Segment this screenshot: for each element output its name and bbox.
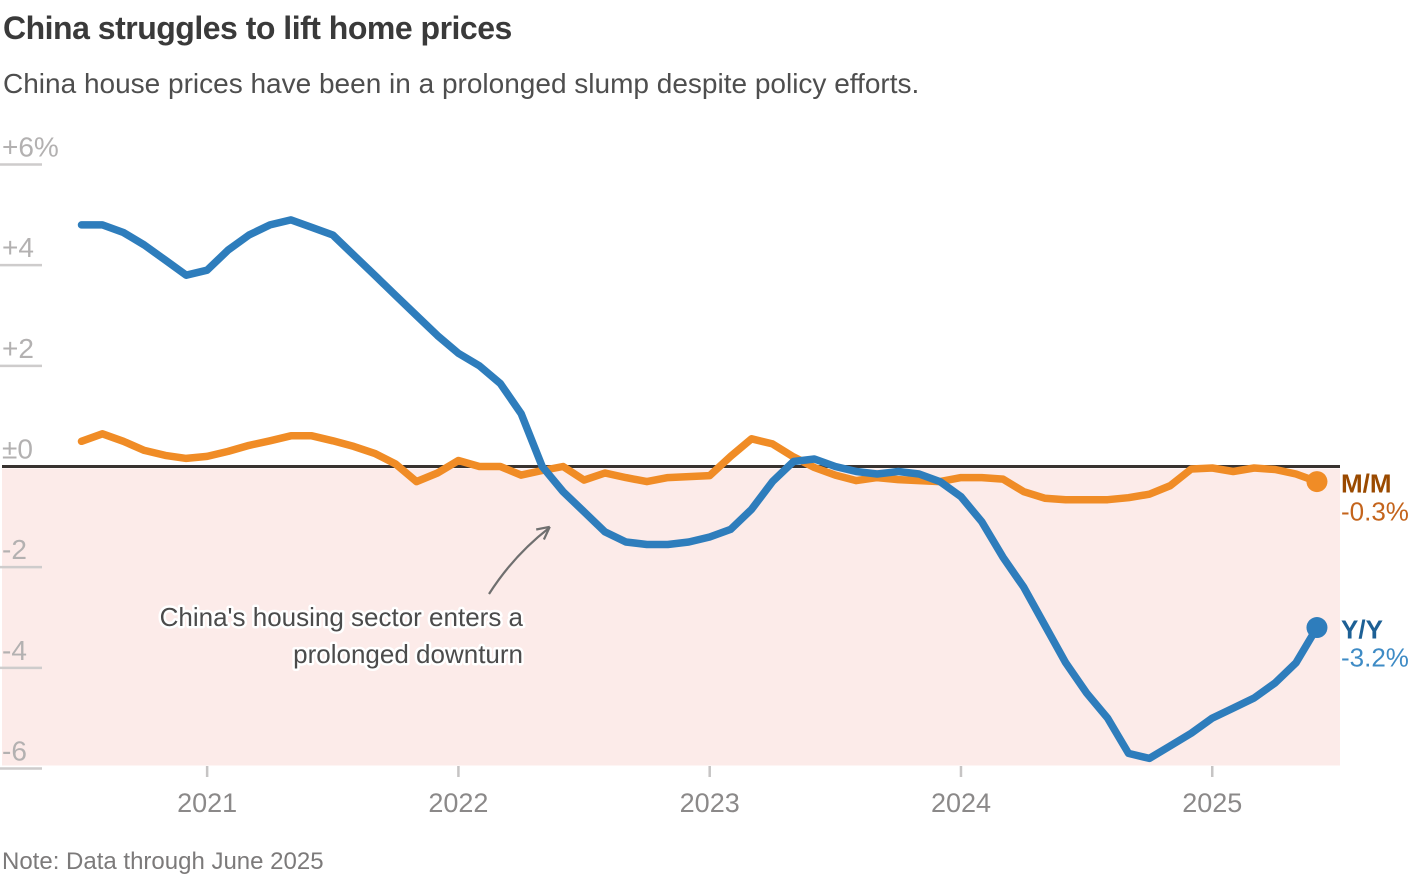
chart-subtitle: China house prices have been in a prolon… — [3, 68, 920, 99]
x-axis-label: 2025 — [1182, 788, 1242, 818]
negative-region — [2, 468, 1340, 766]
annotation-text: China's housing sector enters a — [160, 602, 524, 632]
y-axis-label: -4 — [2, 635, 27, 666]
yy-end-dot — [1306, 617, 1328, 639]
y-axis-label: +6% — [2, 132, 59, 163]
annotation-arrow — [488, 527, 550, 595]
y-axis-label: ±0 — [2, 434, 33, 465]
y-axis-label: -6 — [2, 735, 27, 766]
mm-latest-value: -0.3% — [1341, 497, 1409, 527]
mm-end-dot — [1306, 471, 1328, 493]
x-axis-label: 2022 — [428, 788, 488, 818]
x-axis-label: 2024 — [931, 788, 991, 818]
y-axis-label: -2 — [2, 534, 27, 565]
chart-title: China struggles to lift home prices — [3, 10, 512, 46]
annotation-arrowhead-icon — [535, 525, 551, 540]
yy-line — [77, 216, 1321, 763]
mm-line — [77, 430, 1321, 504]
yy-series-label: Y/Y — [1341, 615, 1383, 645]
yy-latest-value: -3.2% — [1341, 643, 1409, 673]
annotation-text: prolonged downturn — [293, 639, 523, 669]
y-axis-label: +4 — [2, 232, 34, 263]
x-axis-label: 2021 — [177, 788, 237, 818]
y-axis-label: +2 — [2, 333, 34, 364]
mm-series-label: M/M — [1341, 469, 1392, 499]
source-note: Note: Data through June 2025 — [2, 848, 324, 875]
x-axis-label: 2023 — [680, 788, 740, 818]
